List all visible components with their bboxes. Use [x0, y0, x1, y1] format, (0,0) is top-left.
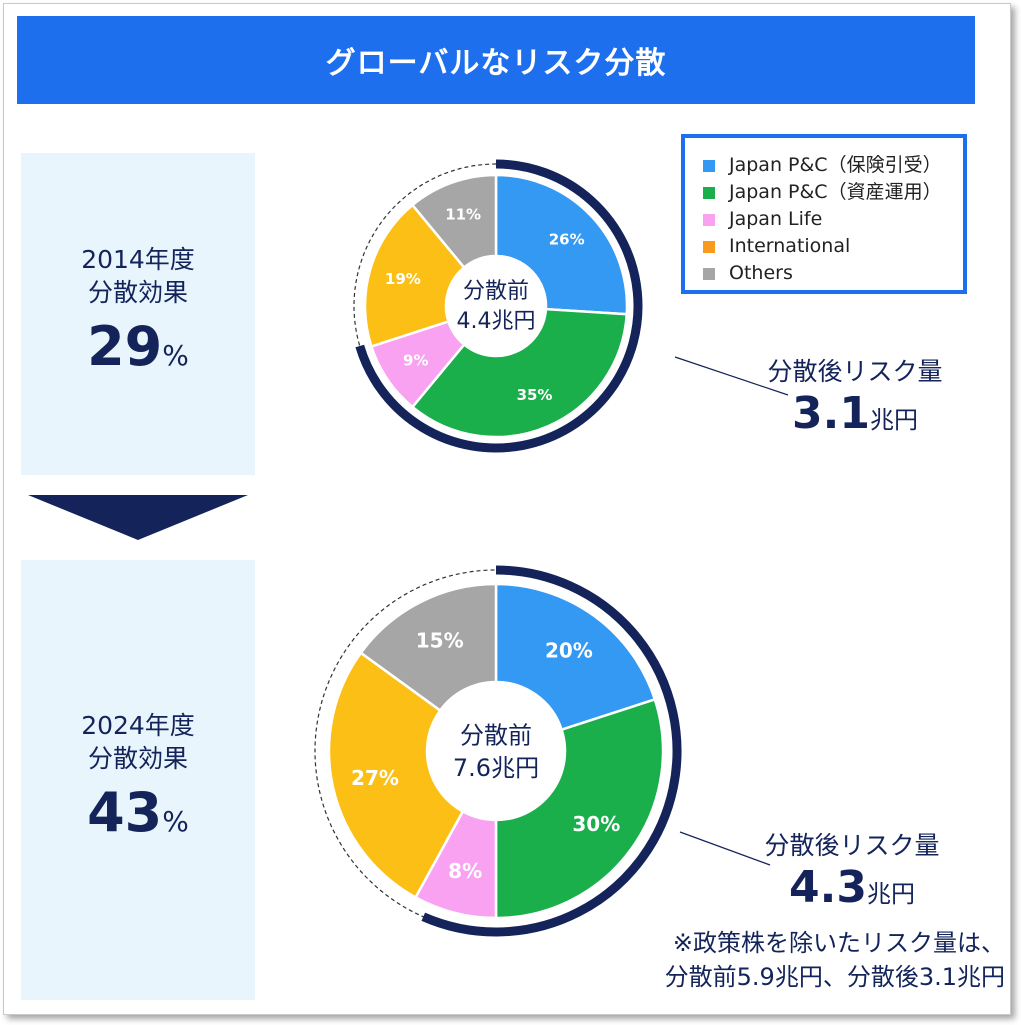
slice-3 — [327, 651, 465, 900]
after-risk-label: 分散後リスク量 — [764, 831, 940, 860]
slice-0 — [494, 582, 657, 732]
effect-number: 43 — [87, 780, 163, 844]
after-risk-unit: 兆円 — [869, 406, 918, 434]
after-risk-2024: 分散後リスク量 4.3兆円 — [742, 826, 962, 920]
slice-label-2: 8% — [448, 859, 482, 883]
legend-item: International — [703, 233, 963, 260]
after-total-arc — [421, 565, 682, 937]
callout-line — [674, 356, 789, 396]
panel-2014-effect: 2014年度 分散効果 29% — [21, 153, 255, 475]
callout-line — [679, 831, 771, 866]
center-value: 7.6兆円 — [453, 754, 539, 782]
slice-label-1: 30% — [572, 812, 620, 836]
slice-label-2: 9% — [403, 352, 428, 370]
slice-4 — [359, 582, 498, 713]
after-risk-number: 3.1 — [792, 388, 870, 439]
center-label: 分散前 — [463, 279, 529, 304]
legend-label: Japan P&C（保険引受） — [729, 154, 942, 176]
effect-label: 分散効果 — [87, 743, 188, 773]
effect-value: 43% — [87, 780, 189, 852]
legend-label: International — [729, 235, 851, 257]
year-label: 2014年度 — [81, 244, 195, 274]
slice-1 — [494, 697, 665, 920]
footnote-line1: ※政策株を除いたリスク量は、 — [672, 929, 1005, 957]
slice-label-0: 26% — [549, 231, 585, 249]
legend-label: Japan P&C（資産運用） — [729, 181, 942, 203]
slice-4 — [410, 173, 498, 270]
legend-item: Others — [703, 260, 963, 287]
after-risk-value: 4.3兆円 — [742, 862, 962, 920]
after-risk-label: 分散後リスク量 — [767, 357, 943, 386]
slice-label-0: 20% — [545, 639, 593, 663]
legend-swatch — [703, 267, 715, 280]
after-total-arc — [355, 159, 643, 453]
center-value: 4.4兆円 — [457, 309, 536, 334]
legend-item: Japan P&C（資産運用） — [703, 179, 963, 206]
legend-swatch — [703, 240, 715, 253]
effect-label: 分散効果 — [87, 277, 188, 307]
legend-swatch — [703, 186, 715, 199]
slice-label-3: 19% — [385, 270, 421, 288]
year-label: 2024年度 — [81, 710, 195, 740]
slice-label-1: 35% — [517, 386, 553, 404]
slice-label-3: 27% — [351, 766, 399, 790]
down-arrow-icon — [28, 495, 248, 540]
page-title: グローバルなリスク分散 — [17, 16, 975, 104]
center-label: 分散前 — [460, 721, 532, 749]
effect-unit: % — [162, 338, 189, 372]
slice-1 — [410, 307, 629, 439]
slice-label-4: 15% — [416, 629, 464, 653]
effect-value: 29% — [87, 314, 189, 386]
legend-item: Japan P&C（保険引受） — [703, 152, 963, 179]
donut-chart-1: 20% 30% 8% 27% 15% 分散前 7.6兆円 — [314, 565, 771, 937]
after-risk-value: 3.1兆円 — [745, 388, 965, 446]
legend-swatch — [703, 159, 715, 172]
effect-unit: % — [162, 804, 189, 838]
slice-label-4: 11% — [445, 206, 481, 224]
effect-number: 29 — [87, 314, 163, 378]
legend: Japan P&C（保険引受） Japan P&C（資産運用） Japan Li… — [681, 134, 967, 294]
footnote-line2: 分散前5.9兆円、分散後3.1兆円 — [664, 963, 1005, 991]
after-risk-number: 4.3 — [789, 862, 867, 913]
legend-label: Japan Life — [729, 208, 823, 230]
panel-2024-effect: 2024年度 分散効果 43% — [21, 560, 255, 1000]
legend-label: Others — [729, 262, 793, 284]
slice-0 — [494, 173, 629, 316]
donut-chart-0: 26% 35% 9% 19% 11% 分散前 4.4兆円 — [353, 159, 789, 453]
legend-swatch — [703, 213, 715, 226]
footnote: ※政策株を除いたリスク量は、 分散前5.9兆円、分散後3.1兆円 — [595, 926, 1005, 994]
legend-item: Japan Life — [703, 206, 963, 233]
slice-3 — [363, 203, 466, 349]
after-risk-2014: 分散後リスク量 3.1兆円 — [745, 352, 965, 446]
after-risk-unit: 兆円 — [866, 880, 915, 908]
